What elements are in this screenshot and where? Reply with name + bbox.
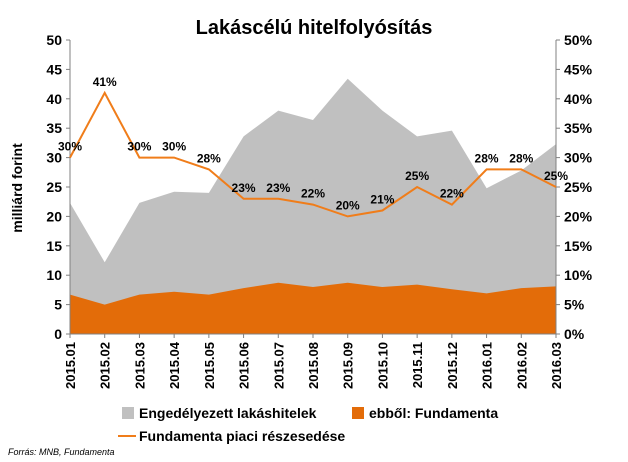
chart-title: Lakáscélú hitelfolyósítás [196,17,433,39]
y-tick-label: 5 [54,297,62,313]
y2-tick-label: 30% [564,150,593,166]
y-tick-label: 10 [46,267,62,283]
y2-tick-label: 25% [564,179,593,195]
y-tick-label: 45 [46,61,62,77]
source-note: Forrás: MNB, Fundamenta [8,447,115,457]
data-label: 22% [440,187,464,201]
y2-tick-label: 45% [564,61,593,77]
y2-tick-label: 15% [564,238,593,254]
legend-label: Engedélyezett lakáshitelek [139,405,317,421]
x-tick-label: 2015.01 [63,342,78,389]
y2-tick-label: 20% [564,208,593,224]
axes: 051015202530354045500%5%10%15%20%25%30%3… [46,32,592,389]
y2-tick-label: 40% [564,91,593,107]
data-label: 30% [127,140,151,154]
legend: Engedélyezett lakáshitelek ebből: Fundame… [118,405,498,444]
x-tick-label: 2016.02 [514,342,529,389]
series-area-1 [70,282,556,334]
plot-areas [70,78,556,334]
legend-swatch [352,407,364,419]
x-tick-label: 2016.01 [480,342,495,389]
legend-swatch [122,407,134,419]
x-tick-label: 2015.05 [202,342,217,389]
data-label: 28% [197,151,221,165]
y-tick-label: 20 [46,208,62,224]
legend-label: ebből: Fundamenta [369,405,498,421]
data-label: 25% [544,169,568,183]
data-labels: 30% 41% 30% 30% 28% 23% 23% 22% 20% 21% 25% 22% 28% 2… [58,75,568,212]
plot-lines [69,90,557,218]
x-tick-label: 2015.06 [237,342,252,389]
x-tick-label: 2015.07 [271,342,286,389]
series-line-2 [69,90,557,218]
y-axis-label: milliárd forint [9,143,25,233]
data-label: 20% [336,198,360,212]
y2-tick-label: 50% [564,32,593,48]
y-tick-label: 35 [46,120,62,136]
y2-tick-label: 10% [564,267,593,283]
x-tick-label: 2015.11 [410,342,425,388]
x-tick-label: 2015.04 [167,341,182,389]
x-tick-label: 2015.10 [375,342,390,389]
y-tick-label: 0 [54,326,62,342]
data-label: 28% [475,151,499,165]
y-tick-label: 40 [46,91,62,107]
data-label: 23% [232,181,256,195]
x-tick-label: 2015.02 [98,342,113,389]
y-tick-label: 25 [46,179,62,195]
y-tick-label: 30 [46,150,62,166]
data-label: 41% [93,75,117,89]
x-tick-label: 2015.12 [445,342,460,389]
x-tick-label: 2016.03 [549,342,564,389]
x-tick-label: 2015.08 [306,342,321,389]
x-tick-label: 2015.03 [132,342,147,389]
y2-tick-label: 5% [564,297,585,313]
y2-tick-label: 35% [564,120,593,136]
data-label: 21% [370,193,394,207]
data-label: 30% [58,140,82,154]
y-tick-label: 50 [46,32,62,48]
data-label: 30% [162,140,186,154]
y2-tick-label: 0% [564,326,585,342]
y-tick-label: 15 [46,238,62,254]
data-label: 22% [301,187,325,201]
series-area-0 [70,78,556,334]
legend-label: Fundamenta piaci részesedése [139,428,345,444]
data-label: 28% [509,151,533,165]
x-tick-label: 2015.09 [341,342,356,389]
data-label: 23% [266,181,290,195]
data-label: 25% [405,169,429,183]
